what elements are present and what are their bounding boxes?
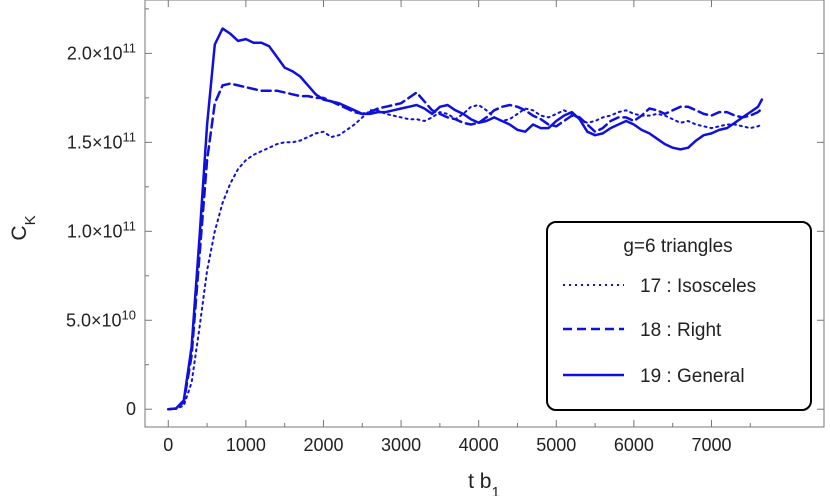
x-tick-labels: 0 1000 2000 3000 4000 5000 6000 7000 bbox=[163, 435, 731, 455]
series-line-dashed bbox=[167, 82, 764, 411]
x-axis-label: t b1 bbox=[468, 470, 500, 496]
legend-label-general: 19 : General bbox=[640, 366, 745, 387]
series-lines bbox=[167, 27, 764, 411]
y-tick-label: 1.0×1011 bbox=[67, 218, 136, 242]
x-tick-label: 2000 bbox=[303, 435, 343, 455]
y-axis-label: CK bbox=[8, 215, 39, 240]
x-tick-label: 3000 bbox=[381, 435, 421, 455]
y-tick-label: 0 bbox=[126, 399, 136, 419]
y-tick-label: 1.5×1011 bbox=[67, 129, 136, 153]
x-tick-label: 0 bbox=[163, 435, 173, 455]
legend-label-isosceles: 17 : Isosceles bbox=[640, 276, 756, 297]
x-tick-label: 6000 bbox=[614, 435, 654, 455]
x-tick-label: 7000 bbox=[691, 435, 731, 455]
legend-box bbox=[546, 221, 812, 411]
legend-label-right: 18 : Right bbox=[640, 320, 722, 341]
legend-title: g=6 triangles bbox=[623, 236, 732, 257]
plot-frame bbox=[144, 0, 825, 428]
x-tick-label: 4000 bbox=[459, 435, 499, 455]
series-line-dotted bbox=[167, 104, 763, 411]
x-tick-label: 1000 bbox=[226, 435, 266, 455]
series-line-solid bbox=[167, 27, 764, 411]
y-tick-labels: 0 5.0×1010 1.0×1011 1.5×1011 2.0×1011 bbox=[66, 40, 136, 419]
y-tick-label: 5.0×1010 bbox=[66, 307, 136, 331]
axis-ticks bbox=[145, 0, 824, 427]
x-tick-label: 5000 bbox=[536, 435, 576, 455]
legend: g=6 triangles 17 : Isosceles 18 : Right … bbox=[546, 221, 812, 411]
y-tick-label: 2.0×1011 bbox=[67, 40, 136, 64]
